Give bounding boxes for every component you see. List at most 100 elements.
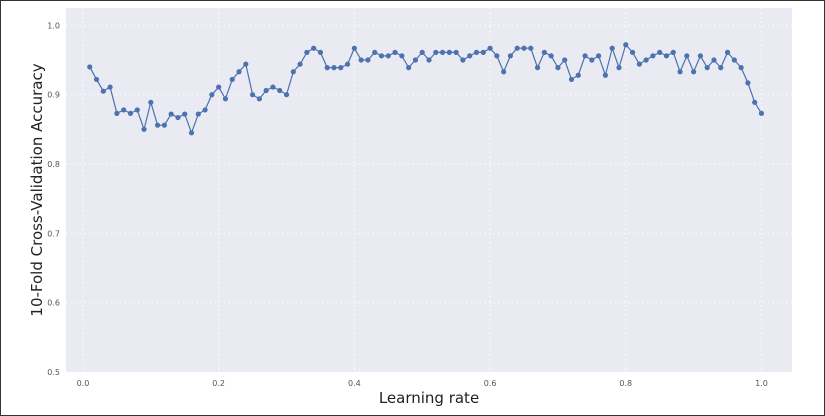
data-point <box>222 96 229 102</box>
data-point <box>473 49 480 55</box>
data-point <box>419 49 425 55</box>
data-point <box>568 76 575 83</box>
data-point <box>623 42 629 48</box>
data-point <box>514 45 520 51</box>
y-tick-label: 0.5 <box>47 368 60 377</box>
y-tick-label: 0.6 <box>47 299 60 308</box>
data-point <box>555 65 561 71</box>
data-point <box>202 107 208 113</box>
data-series <box>87 42 765 136</box>
data-point <box>684 53 690 59</box>
data-point <box>704 65 710 71</box>
data-point <box>629 49 636 55</box>
x-tick-label: 0.2 <box>212 379 225 388</box>
data-point <box>650 53 656 59</box>
data-point <box>562 57 568 63</box>
data-point <box>711 57 717 63</box>
data-point <box>216 84 222 90</box>
data-point <box>745 80 751 86</box>
data-point <box>93 76 100 83</box>
data-point <box>426 57 432 63</box>
data-point <box>467 53 473 59</box>
data-point <box>311 45 317 51</box>
x-tick-label: 1.0 <box>755 379 768 388</box>
data-point <box>609 45 615 51</box>
data-point <box>148 99 154 105</box>
data-point <box>87 64 93 70</box>
data-point <box>134 107 140 113</box>
data-point <box>439 49 446 55</box>
data-point <box>243 61 249 67</box>
data-point <box>596 53 602 59</box>
data-point <box>758 110 765 116</box>
data-point <box>385 53 391 59</box>
data-point <box>263 87 269 94</box>
data-point <box>317 49 324 55</box>
data-point <box>501 69 507 75</box>
data-point <box>480 49 486 55</box>
data-point <box>548 53 554 59</box>
data-point <box>691 69 697 75</box>
data-point <box>528 45 534 51</box>
data-point <box>372 49 378 55</box>
data-point <box>154 122 161 128</box>
data-point <box>270 84 276 90</box>
data-point <box>168 111 174 117</box>
data-point <box>392 49 398 55</box>
data-point <box>100 88 106 94</box>
data-point <box>182 111 188 117</box>
data-point <box>365 57 371 63</box>
data-point <box>127 110 134 116</box>
data-point <box>507 53 514 59</box>
data-point <box>738 65 744 71</box>
data-point <box>663 53 670 59</box>
y-tick-label: 0.9 <box>47 91 60 100</box>
data-point <box>114 110 120 116</box>
data-point <box>378 53 385 59</box>
x-tick-label: 0.6 <box>484 379 497 388</box>
x-tick-label: 0.0 <box>77 379 90 388</box>
data-point <box>534 65 541 71</box>
x-tick-label: 0.8 <box>619 379 632 388</box>
data-point <box>677 69 683 75</box>
data-point <box>141 126 147 132</box>
data-point <box>636 61 642 67</box>
data-point <box>643 57 649 63</box>
data-point <box>460 57 466 63</box>
data-point <box>188 130 195 136</box>
data-point <box>582 53 588 59</box>
data-point <box>338 65 344 71</box>
data-point <box>412 57 419 63</box>
x-tick-label: 0.4 <box>348 379 361 388</box>
data-point <box>718 65 724 71</box>
data-point <box>724 49 731 55</box>
data-point <box>283 92 290 98</box>
data-point <box>236 69 242 75</box>
y-tick-label: 1.0 <box>47 21 60 30</box>
data-point <box>209 92 215 98</box>
data-point <box>487 45 493 51</box>
y-tick-label: 0.7 <box>47 229 60 238</box>
data-point <box>229 76 235 83</box>
data-point <box>446 49 452 55</box>
data-point <box>304 49 310 55</box>
data-point <box>657 49 663 55</box>
data-point <box>731 57 737 63</box>
data-point <box>175 114 181 121</box>
y-axis-title: 10-Fold Cross-Validation Accuracy <box>28 63 46 316</box>
data-point <box>195 111 201 117</box>
data-point <box>351 45 357 51</box>
data-point <box>249 92 256 98</box>
data-point <box>344 61 351 67</box>
data-point <box>121 107 127 113</box>
data-point <box>521 45 527 51</box>
data-point <box>297 61 303 67</box>
data-point <box>453 49 459 55</box>
data-point <box>277 87 283 94</box>
tick-labels: 0.0 0.2 0.4 0.6 0.8 1.0 0.5 0.6 0.7 0.8 0.9 1.0 <box>47 21 768 388</box>
data-point <box>752 99 758 105</box>
data-point <box>256 96 262 102</box>
data-point <box>433 49 439 55</box>
data-point <box>602 72 609 78</box>
